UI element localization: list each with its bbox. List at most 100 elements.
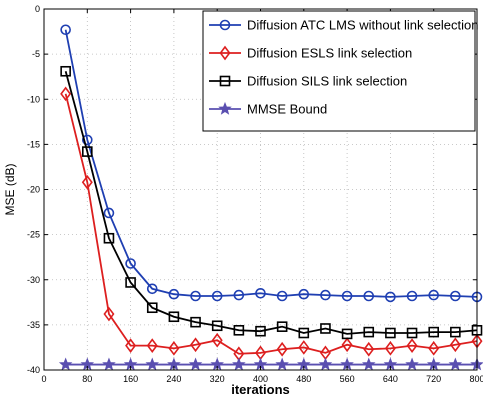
series-1-point bbox=[363, 341, 375, 357]
x-tick-label: 800 bbox=[469, 374, 483, 384]
series-0-point bbox=[363, 290, 375, 302]
series-1-point bbox=[428, 341, 440, 356]
series-1-point bbox=[60, 86, 72, 102]
series-3-point bbox=[405, 357, 419, 371]
y-tick-label: -40 bbox=[27, 365, 40, 375]
series-layer bbox=[58, 24, 483, 371]
series-1-point bbox=[211, 332, 223, 348]
legend-box bbox=[202, 10, 476, 132]
series-1-point bbox=[125, 338, 137, 353]
series-0-point bbox=[406, 290, 418, 302]
legend-marker-1 bbox=[219, 45, 231, 61]
x-axis-label: iterations bbox=[231, 382, 290, 397]
series-2-point bbox=[406, 327, 418, 339]
series-3-point bbox=[232, 357, 246, 371]
series-2-point bbox=[255, 325, 266, 337]
series-2-point bbox=[103, 232, 115, 244]
series-2-point bbox=[125, 277, 136, 288]
series-0-point bbox=[428, 289, 440, 301]
legend-label-3: MMSE Bound bbox=[247, 102, 327, 117]
series-0-point bbox=[211, 290, 223, 302]
series-3-point bbox=[448, 357, 463, 371]
y-tick-label: -25 bbox=[27, 230, 40, 240]
y-tick-label: -15 bbox=[27, 139, 40, 149]
series-1-point bbox=[81, 174, 93, 190]
legend-marker-3 bbox=[218, 101, 232, 115]
series-3-point bbox=[102, 357, 116, 371]
x-tick-label: 480 bbox=[296, 374, 311, 384]
series-0-point bbox=[168, 288, 180, 300]
series-0 bbox=[60, 24, 483, 303]
series-3-point bbox=[58, 357, 73, 371]
x-tick-label: 560 bbox=[340, 374, 355, 384]
series-0-point bbox=[450, 290, 461, 302]
legend-label-0: Diffusion ATC LMS without link selection bbox=[247, 18, 478, 33]
series-1-point bbox=[341, 337, 353, 353]
series-1-point bbox=[190, 337, 202, 353]
x-tick-label: 400 bbox=[253, 374, 268, 384]
series-0-point bbox=[190, 290, 201, 302]
series-3-point bbox=[275, 357, 289, 371]
series-0-point bbox=[233, 289, 245, 301]
y-tick-label: 0 bbox=[35, 4, 40, 14]
series-2-point bbox=[428, 326, 440, 338]
series-2-point bbox=[341, 328, 353, 340]
series-1-point bbox=[276, 341, 288, 357]
x-tick-label: 160 bbox=[123, 374, 138, 384]
series-1-point bbox=[298, 340, 310, 355]
series-0-point bbox=[320, 289, 331, 301]
series-0-point bbox=[341, 290, 353, 302]
series-0-point bbox=[103, 207, 115, 219]
series-2-point bbox=[211, 320, 223, 332]
x-tick-label: 320 bbox=[210, 374, 225, 384]
series-0-point bbox=[385, 291, 396, 303]
y-tick-label: -10 bbox=[27, 94, 40, 104]
series-0-point bbox=[82, 134, 93, 146]
series-1-point bbox=[384, 341, 396, 356]
series-2-point bbox=[146, 302, 158, 314]
series-3-point bbox=[188, 357, 203, 371]
x-tick-label: 80 bbox=[82, 374, 92, 384]
y-tick-label: -35 bbox=[27, 320, 40, 330]
x-tick-label: 0 bbox=[41, 374, 46, 384]
series-2-point bbox=[82, 146, 93, 157]
series-1-point bbox=[146, 338, 158, 353]
series-1-point bbox=[168, 341, 180, 356]
series-1-point bbox=[103, 306, 115, 322]
series-3-point bbox=[361, 357, 376, 371]
y-tick-label: -20 bbox=[27, 185, 40, 195]
series-2-point bbox=[385, 327, 396, 339]
series-line-0 bbox=[64, 29, 478, 298]
legend-marker-0 bbox=[219, 19, 231, 31]
legend-marker-2 bbox=[219, 75, 231, 87]
series-1-point bbox=[449, 337, 461, 353]
series-2-point bbox=[168, 311, 180, 323]
series-0-point bbox=[255, 287, 266, 299]
y-axis-label: MSE (dB) bbox=[3, 163, 17, 215]
series-2-point bbox=[276, 321, 288, 332]
series-0-point bbox=[298, 288, 310, 300]
series-0-point bbox=[125, 258, 136, 269]
x-tick-label: 640 bbox=[383, 374, 398, 384]
series-3-point bbox=[145, 357, 160, 371]
y-tick-label: -5 bbox=[32, 49, 40, 59]
series-0-point bbox=[276, 290, 288, 302]
legend-label-1: Diffusion ESLS link selection bbox=[247, 46, 412, 61]
series-2-point bbox=[298, 327, 310, 339]
legend-label-2: Diffusion SILS link selection bbox=[247, 74, 407, 89]
series-2-point bbox=[320, 323, 331, 334]
series-3-point bbox=[318, 357, 333, 371]
series-2-point bbox=[450, 326, 461, 338]
x-tick-label: 240 bbox=[166, 374, 181, 384]
series-1-point bbox=[406, 338, 418, 353]
series-3 bbox=[58, 357, 483, 371]
y-tick-label: -30 bbox=[27, 275, 40, 285]
series-0-point bbox=[146, 283, 158, 295]
series-2-point bbox=[60, 65, 71, 77]
series-2-point bbox=[233, 324, 245, 336]
x-tick-label: 720 bbox=[426, 374, 441, 384]
series-2-point bbox=[363, 326, 375, 338]
series-0-point bbox=[60, 24, 71, 36]
series-2-point bbox=[190, 316, 201, 328]
